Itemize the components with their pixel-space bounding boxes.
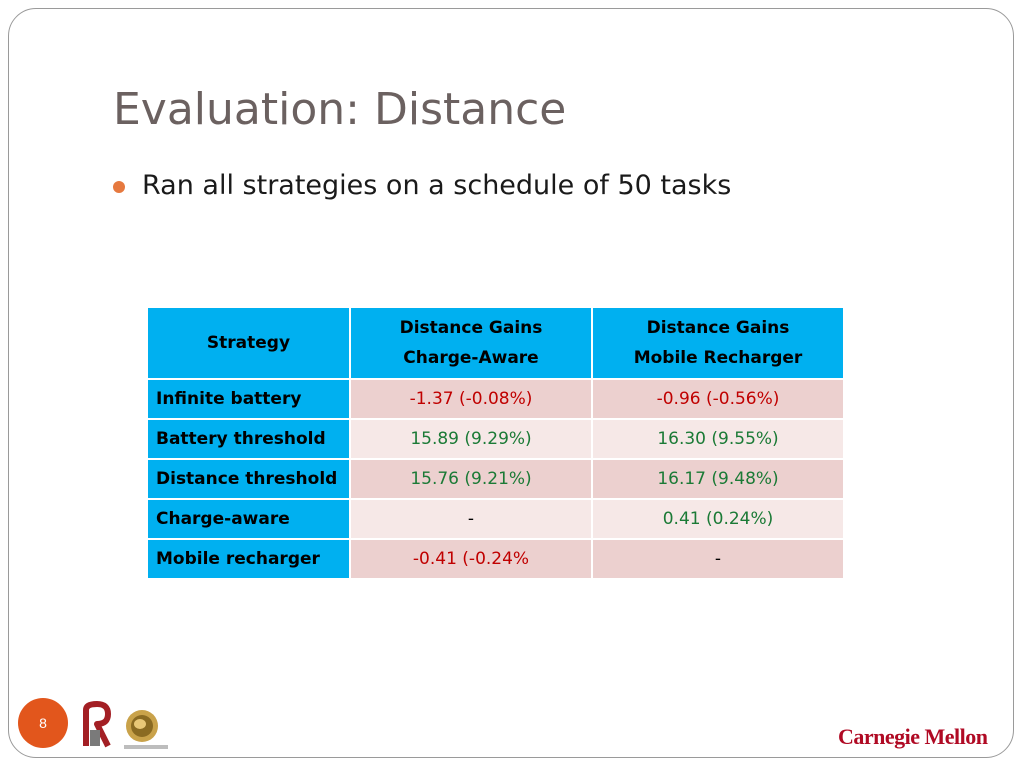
ecommerce-laboratory-logo — [124, 710, 168, 749]
cell-mobile-recharger: -0.96 (-0.56%) — [591, 378, 845, 420]
header-charge-aware: Distance Gains Charge-Aware — [349, 306, 593, 380]
results-table: Strategy Distance Gains Charge-Aware Dis… — [146, 306, 845, 580]
cell-charge-aware: -0.41 (-0.24% — [349, 538, 593, 580]
page-number-badge: 8 — [18, 698, 68, 748]
robotics-institute-logo — [82, 701, 112, 748]
row-strategy-label: Infinite battery — [146, 378, 351, 420]
header-mobile-recharger: Distance Gains Mobile Recharger — [591, 306, 845, 380]
bullet-text: Ran all strategies on a schedule of 50 t… — [142, 170, 732, 201]
header-charge-aware-line2: Charge-Aware — [403, 348, 539, 368]
bullet-dot-icon — [113, 180, 125, 193]
cell-mobile-recharger: 16.17 (9.48%) — [591, 458, 845, 500]
table-row: Distance threshold 15.76 (9.21%) 16.17 (… — [146, 458, 845, 500]
row-strategy-label: Distance threshold — [146, 458, 351, 500]
slide-frame — [8, 8, 1014, 758]
header-strategy: Strategy — [146, 306, 351, 380]
table-row: Mobile recharger -0.41 (-0.24% - — [146, 538, 845, 580]
table-row: Infinite battery -1.37 (-0.08%) -0.96 (-… — [146, 378, 845, 420]
header-charge-aware-line1: Distance Gains — [399, 318, 543, 338]
table-header-row: Strategy Distance Gains Charge-Aware Dis… — [146, 306, 845, 380]
slide-title: Evaluation: Distance — [113, 84, 567, 135]
cell-charge-aware: 15.76 (9.21%) — [349, 458, 593, 500]
cell-charge-aware: -1.37 (-0.08%) — [349, 378, 593, 420]
table-row: Battery threshold 15.89 (9.29%) 16.30 (9… — [146, 418, 845, 460]
header-mobile-recharger-line1: Distance Gains — [646, 318, 790, 338]
bullet-item: Ran all strategies on a schedule of 50 t… — [113, 170, 731, 201]
cell-mobile-recharger: - — [591, 538, 845, 580]
cell-charge-aware: 15.89 (9.29%) — [349, 418, 593, 460]
row-strategy-label: Mobile recharger — [146, 538, 351, 580]
header-mobile-recharger-line2: Mobile Recharger — [633, 348, 803, 368]
row-strategy-label: Battery threshold — [146, 418, 351, 460]
carnegie-mellon-logo: Carnegie Mellon — [838, 724, 988, 749]
table-row: Charge-aware - 0.41 (0.24%) — [146, 498, 845, 540]
cell-mobile-recharger: 0.41 (0.24%) — [591, 498, 845, 540]
cell-charge-aware: - — [349, 498, 593, 540]
row-strategy-label: Charge-aware — [146, 498, 351, 540]
cell-mobile-recharger: 16.30 (9.55%) — [591, 418, 845, 460]
